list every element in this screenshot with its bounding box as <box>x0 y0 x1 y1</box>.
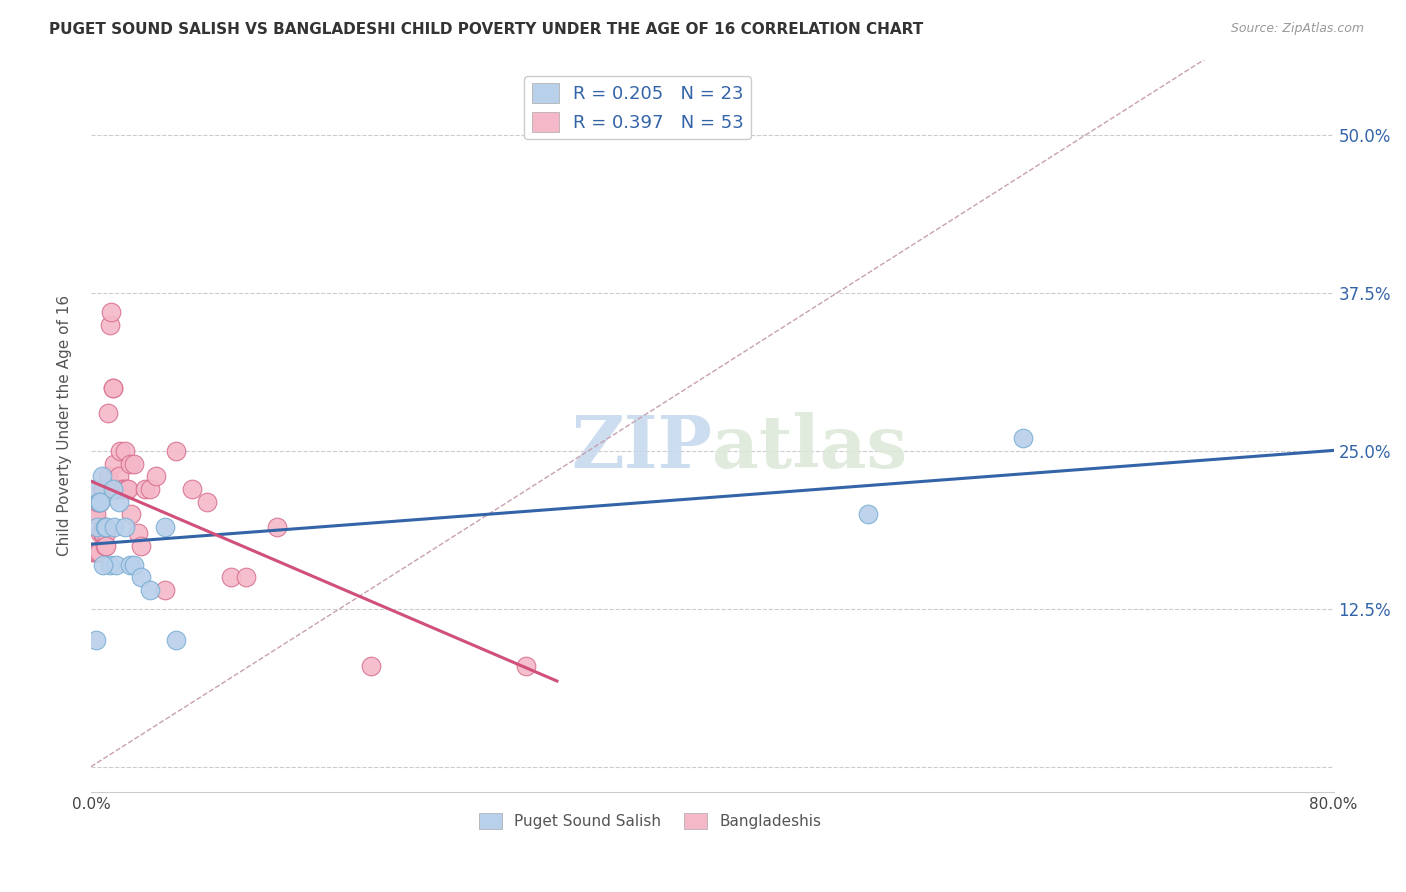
Point <box>180 482 202 496</box>
Point <box>108 469 131 483</box>
Point <box>90 526 112 541</box>
Point <box>139 482 162 496</box>
Point <box>101 482 124 496</box>
Point <box>515 658 537 673</box>
Point <box>104 558 127 572</box>
Point <box>87 545 110 559</box>
Point <box>165 633 187 648</box>
Y-axis label: Child Poverty Under the Age of 16: Child Poverty Under the Age of 16 <box>58 295 72 557</box>
Point <box>235 570 257 584</box>
Point <box>97 406 120 420</box>
Point <box>101 381 124 395</box>
Point <box>129 539 152 553</box>
Point <box>114 520 136 534</box>
Point <box>96 520 118 534</box>
Point <box>96 539 118 553</box>
Point <box>86 494 108 508</box>
Point <box>127 526 149 541</box>
Point <box>145 469 167 483</box>
Point <box>856 507 879 521</box>
Point <box>103 520 125 534</box>
Point <box>93 526 115 541</box>
Point <box>1012 431 1035 445</box>
Point <box>134 482 156 496</box>
Point <box>117 482 139 496</box>
Point <box>93 558 115 572</box>
Point <box>100 305 122 319</box>
Text: atlas: atlas <box>713 412 907 483</box>
Point <box>83 545 105 559</box>
Point <box>93 482 115 496</box>
Point <box>155 582 177 597</box>
Point <box>87 494 110 508</box>
Point <box>103 457 125 471</box>
Point <box>82 545 104 559</box>
Point <box>155 520 177 534</box>
Point <box>103 482 125 496</box>
Text: Source: ZipAtlas.com: Source: ZipAtlas.com <box>1230 22 1364 36</box>
Point <box>139 582 162 597</box>
Point <box>84 633 107 648</box>
Point <box>86 520 108 534</box>
Point <box>112 482 135 496</box>
Point <box>89 494 111 508</box>
Point <box>101 381 124 395</box>
Point <box>90 482 112 496</box>
Point <box>124 457 146 471</box>
Point <box>87 494 110 508</box>
Point <box>115 482 138 496</box>
Point <box>114 444 136 458</box>
Point <box>97 469 120 483</box>
Point <box>219 570 242 584</box>
Point <box>98 558 121 572</box>
Point <box>197 494 219 508</box>
Point <box>86 545 108 559</box>
Point <box>165 444 187 458</box>
Point <box>94 520 117 534</box>
Point <box>111 482 134 496</box>
Point <box>98 318 121 332</box>
Point <box>84 507 107 521</box>
Legend: Puget Sound Salish, Bangladeshis: Puget Sound Salish, Bangladeshis <box>472 806 827 836</box>
Text: PUGET SOUND SALISH VS BANGLADESHI CHILD POVERTY UNDER THE AGE OF 16 CORRELATION : PUGET SOUND SALISH VS BANGLADESHI CHILD … <box>49 22 924 37</box>
Point <box>108 494 131 508</box>
Point <box>94 539 117 553</box>
Point <box>120 507 142 521</box>
Point <box>90 469 112 483</box>
Point <box>83 507 105 521</box>
Point <box>118 457 141 471</box>
Point <box>118 558 141 572</box>
Point <box>110 444 132 458</box>
Point <box>89 494 111 508</box>
Point <box>105 482 128 496</box>
Point <box>266 520 288 534</box>
Point <box>89 526 111 541</box>
Text: ZIP: ZIP <box>571 412 713 483</box>
Point <box>84 545 107 559</box>
Point <box>124 558 146 572</box>
Point <box>94 520 117 534</box>
Point <box>84 482 107 496</box>
Point <box>96 526 118 541</box>
Point <box>129 570 152 584</box>
Point <box>104 482 127 496</box>
Point <box>360 658 382 673</box>
